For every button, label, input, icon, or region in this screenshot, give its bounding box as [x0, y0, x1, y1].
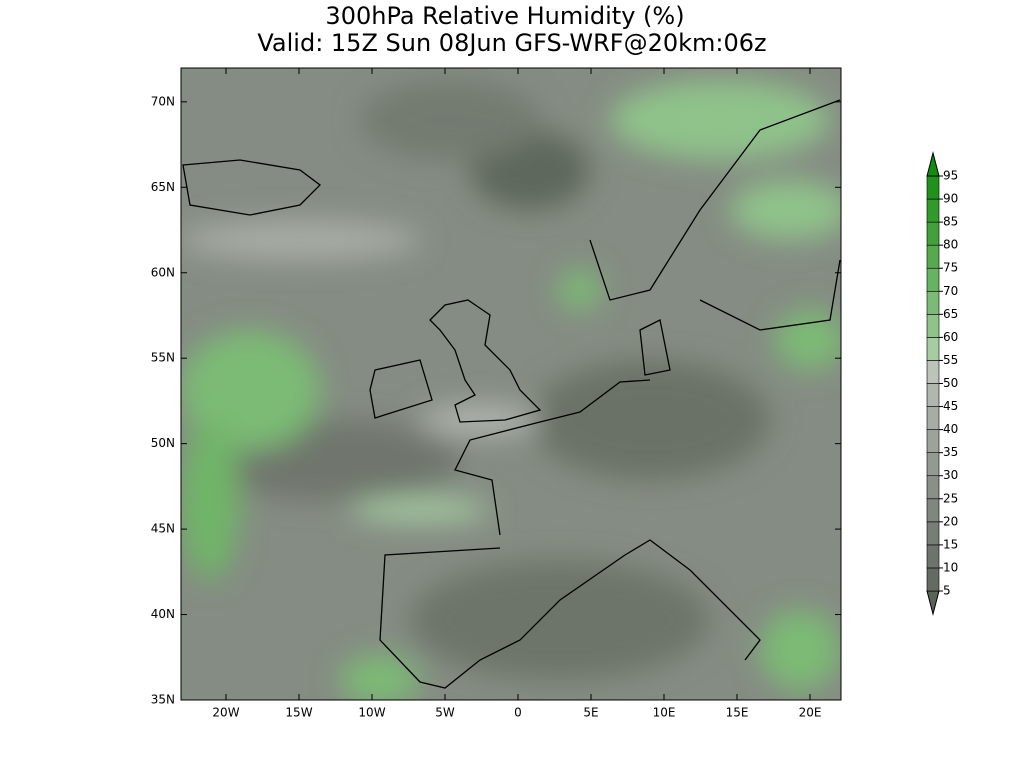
- colorbar-label: 60: [943, 330, 958, 344]
- colorbar-box: [926, 383, 940, 407]
- lat-label: 35N: [151, 693, 175, 707]
- colorbar-box: [926, 521, 940, 546]
- colorbar-box: [926, 244, 940, 269]
- colorbar-label: 15: [943, 537, 958, 551]
- colorbar-box: [926, 290, 940, 315]
- colorbar-label: 35: [943, 445, 958, 459]
- colorbar-label: 85: [943, 215, 958, 229]
- colorbar-box: [926, 498, 940, 523]
- colorbar-label: 50: [943, 376, 958, 390]
- colorbar-label: 55: [943, 353, 958, 367]
- lat-label: 50N: [151, 436, 175, 450]
- colorbar-box: [926, 360, 940, 384]
- lat-label: 65N: [151, 180, 175, 194]
- lon-label: 20E: [799, 706, 822, 720]
- lat-label: 60N: [151, 265, 175, 279]
- colorbar-label: 70: [943, 284, 958, 298]
- colorbar-box: [926, 337, 940, 361]
- subtitle: Valid: 15Z Sun 08Jun GFS-WRF@20km:06z: [257, 29, 766, 57]
- colorbar-label: 95: [943, 169, 958, 183]
- lon-label: 20W: [212, 706, 239, 720]
- colorbar-box: [926, 198, 940, 223]
- colorbar-box: [926, 221, 940, 246]
- lon-label: 0: [514, 706, 522, 720]
- colorbar-label: 5: [943, 584, 951, 598]
- colorbar-box: [926, 429, 940, 453]
- lat-label: 40N: [151, 607, 175, 621]
- map-frame: [180, 67, 842, 701]
- colorbar-label: 20: [943, 514, 958, 528]
- map-field: [181, 68, 841, 700]
- colorbar-box: [926, 567, 940, 592]
- lat-label: 55N: [151, 351, 175, 365]
- lat-label: 70N: [151, 94, 175, 108]
- colorbar-box: [926, 475, 940, 500]
- colorbar-arrow: [926, 151, 940, 177]
- colorbar-label: 80: [943, 238, 958, 252]
- title: 300hPa Relative Humidity (%): [325, 2, 684, 30]
- colorbar-label: 45: [943, 399, 958, 413]
- colorbar-box: [926, 544, 940, 569]
- colorbar-box: [926, 175, 940, 200]
- colorbar-label: 65: [943, 307, 958, 321]
- colorbar-box: [926, 267, 940, 292]
- colorbar-label: 90: [943, 192, 958, 206]
- colorbar-label: 10: [943, 560, 958, 574]
- colorbar-label: 25: [943, 491, 958, 505]
- colorbar-box: [926, 452, 940, 477]
- colorbar-label: 40: [943, 422, 958, 436]
- colorbar-arrow: [926, 590, 940, 616]
- lon-label: 5W: [435, 706, 455, 720]
- lat-label: 45N: [151, 522, 175, 536]
- lon-label: 10W: [358, 706, 385, 720]
- colorbar-box: [926, 406, 940, 430]
- colorbar-box: [926, 314, 940, 338]
- lon-label: 15W: [285, 706, 312, 720]
- lon-label: 15E: [726, 706, 749, 720]
- colorbar-label: 75: [943, 261, 958, 275]
- lon-label: 10E: [653, 706, 676, 720]
- lon-label: 5E: [583, 706, 598, 720]
- colorbar-label: 30: [943, 468, 958, 482]
